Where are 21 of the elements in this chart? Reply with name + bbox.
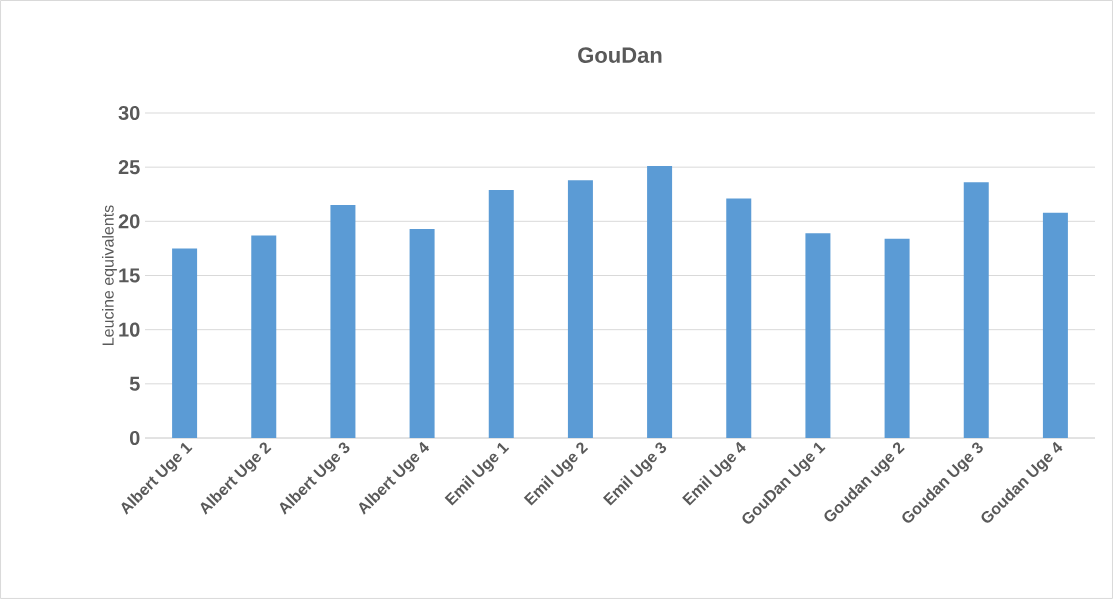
y-tick-label: 30 xyxy=(118,105,140,121)
bar xyxy=(884,238,910,438)
bar xyxy=(330,205,356,438)
bar xyxy=(726,198,752,438)
y-tick-label: 25 xyxy=(118,160,140,175)
bar xyxy=(567,180,593,438)
bar xyxy=(1042,212,1068,438)
y-axis-title: Leucine equivalents xyxy=(102,205,117,345)
bar xyxy=(409,228,435,438)
bar xyxy=(251,235,277,438)
y-tick-label: 15 xyxy=(119,268,140,283)
y-tick-label: 5 xyxy=(129,376,140,391)
chart-title: GouDan xyxy=(578,47,662,63)
bar xyxy=(647,166,673,438)
bar xyxy=(963,182,989,438)
y-tick-label: 10 xyxy=(119,322,140,337)
bar xyxy=(172,248,198,438)
bar xyxy=(805,233,831,438)
y-tick-label: 0 xyxy=(129,430,140,446)
y-tick-label: 20 xyxy=(118,214,140,229)
bar xyxy=(488,189,514,438)
